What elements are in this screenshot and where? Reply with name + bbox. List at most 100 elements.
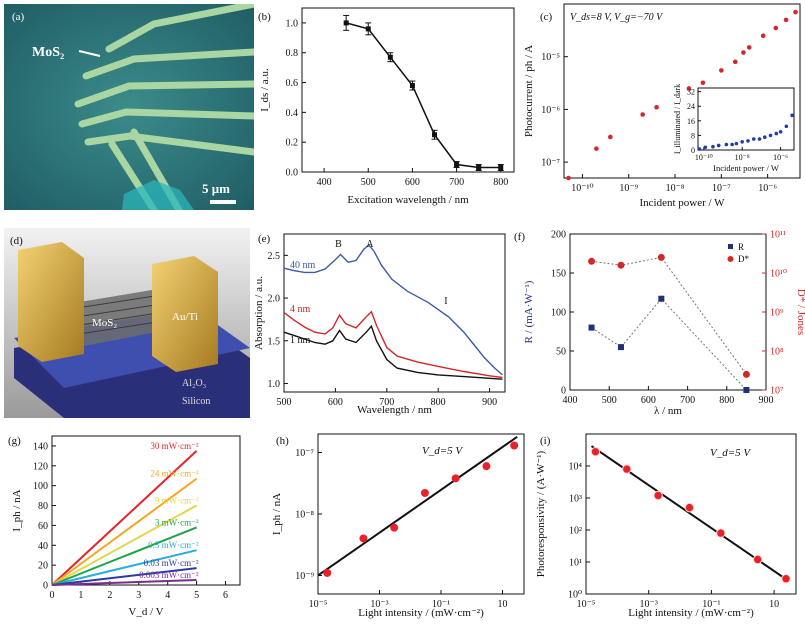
y-tick-label: 0: [561, 386, 566, 397]
series-label: 0.03 mW·cm⁻²: [144, 558, 199, 568]
y2-tick-label: 10¹⁰: [770, 269, 787, 280]
data-point: [773, 25, 779, 31]
y-axis-label: I_ds / a.u.: [259, 68, 271, 112]
annotation: V_ds=8 V, V_g=−70 V: [570, 12, 664, 23]
y-tick-label: 0.6: [286, 78, 299, 89]
inset-data-point: [768, 133, 773, 138]
series-label: 30 mW·cm⁻²: [150, 441, 198, 451]
plot-frame: [585, 433, 797, 595]
x-tick-label: 10⁻³: [640, 599, 658, 610]
inset-frame: [697, 87, 795, 151]
fit-line: [317, 435, 518, 577]
series-label: 40 nm: [290, 260, 316, 271]
data-point: [390, 523, 399, 532]
y-tick-label: 10⁻⁵: [541, 52, 560, 63]
inset-x-tick-label: 10⁻¹⁰: [695, 153, 713, 162]
y2-axis-label: D* / Jones: [795, 289, 805, 335]
x-tick-label: 10⁻⁷: [712, 183, 731, 194]
inset-x-tick-label: 10⁻⁸: [735, 153, 750, 162]
render-label-mos2: MoS₂: [92, 317, 117, 329]
data-point: [742, 370, 750, 378]
y-tick-label: 10¹: [569, 558, 582, 569]
data-point: [783, 17, 789, 23]
series-line: [51, 579, 197, 586]
y2-tick-label: 10⁸: [770, 347, 784, 358]
inset-data-point: [711, 144, 715, 149]
y-tick-label: 10⁻⁶: [541, 105, 560, 116]
y-tick-label: 10⁻⁹: [295, 571, 314, 582]
inset-data-point: [697, 147, 702, 151]
x-tick-label: 5: [194, 590, 199, 601]
series-line: [591, 256, 747, 375]
y2-tick-label: 10⁷: [770, 386, 784, 397]
data-point: [420, 488, 429, 497]
series-label: 0.3 mW·cm⁻²: [148, 540, 199, 550]
inset-data-point: [734, 141, 739, 146]
y2-tick-label: 10⁹: [770, 308, 784, 319]
x-tick-label: 10: [769, 599, 779, 610]
x-tick-label: 10: [498, 599, 508, 610]
data-point: [498, 165, 504, 171]
data-point: [359, 534, 368, 543]
data-point: [752, 554, 763, 565]
panel-a-photo: MoS₂ 5 μm (a): [4, 4, 254, 210]
render-label-silicon: Silicon: [182, 396, 210, 407]
series-label: 3 mW·cm⁻²: [155, 517, 199, 527]
y-tick-label: 200: [551, 230, 566, 241]
x-tick-label: 700: [449, 177, 464, 188]
x-tick-label: 600: [328, 397, 343, 408]
x-tick-label: 3: [136, 590, 141, 601]
x-tick-label: 4: [165, 590, 170, 601]
inset-data-point: [740, 139, 744, 144]
plot-frame: [301, 7, 515, 173]
inset-data-point: [746, 139, 750, 143]
legend-marker: [728, 244, 733, 249]
mos2-label: MoS₂: [32, 45, 64, 60]
series-line: [51, 477, 198, 586]
x-tick-label: 400: [563, 395, 578, 406]
inset-y-tick-label: 0: [691, 146, 695, 155]
x-axis-label: Light intensity / (mW·cm⁻²): [628, 607, 754, 619]
x-tick-label: 500: [602, 395, 617, 406]
data-point: [588, 324, 595, 331]
inset-y-tick-label: 24: [687, 102, 695, 111]
x-tick-label: 900: [759, 395, 774, 406]
data-point: [510, 441, 519, 450]
y-tick-label: 10⁻⁸: [295, 510, 314, 521]
inset-data-point: [784, 124, 789, 129]
x-tick-label: 800: [431, 397, 446, 408]
panel-label: (b): [258, 11, 271, 23]
y-axis-label: Photocurrent / ph / A: [523, 45, 535, 137]
x-tick-label: 400: [317, 177, 332, 188]
series-line: [51, 549, 197, 586]
series-line: [51, 450, 198, 586]
data-point: [654, 104, 659, 110]
x-tick-label: 700: [379, 397, 394, 408]
data-point: [588, 257, 596, 265]
y-axis-label: Absorption / a.u.: [253, 276, 265, 350]
data-point: [432, 132, 437, 138]
y-tick-label: 2.5: [268, 251, 281, 262]
x-tick-label: 500: [361, 177, 376, 188]
panel-f-chart: 400 500 600 700 800 900 0 50 100 150 200 10⁷ 10⁸ 10⁹ 1…: [514, 230, 805, 418]
data-point: [700, 80, 706, 86]
inset-data-point: [762, 135, 767, 140]
inset-data-point: [724, 142, 729, 147]
y-axis-label: R / (mA·W⁻¹): [523, 280, 535, 343]
panel-d-render: MoS₂ Au/Ti Al₂O₃ Silicon (d): [4, 228, 250, 418]
inset-data-point: [730, 142, 734, 147]
y-tick-label: 10⁰: [568, 590, 582, 601]
data-point: [566, 175, 571, 181]
data-point: [781, 574, 791, 584]
plot-frame: [283, 233, 506, 393]
data-point: [594, 146, 599, 151]
data-point: [476, 165, 482, 171]
x-axis-label: λ / nm: [654, 405, 682, 417]
x-tick-label: 800: [493, 177, 508, 188]
y-tick-label: 10³: [569, 494, 582, 505]
y-tick-label: 1.0: [268, 379, 281, 390]
data-point: [658, 295, 665, 302]
panel-h-chart: 10⁻⁵ 10⁻³ 10⁻¹ 10 10⁻⁹ 10⁻⁸ 10⁻⁷ V_d=5 V Light i…: [271, 433, 525, 619]
